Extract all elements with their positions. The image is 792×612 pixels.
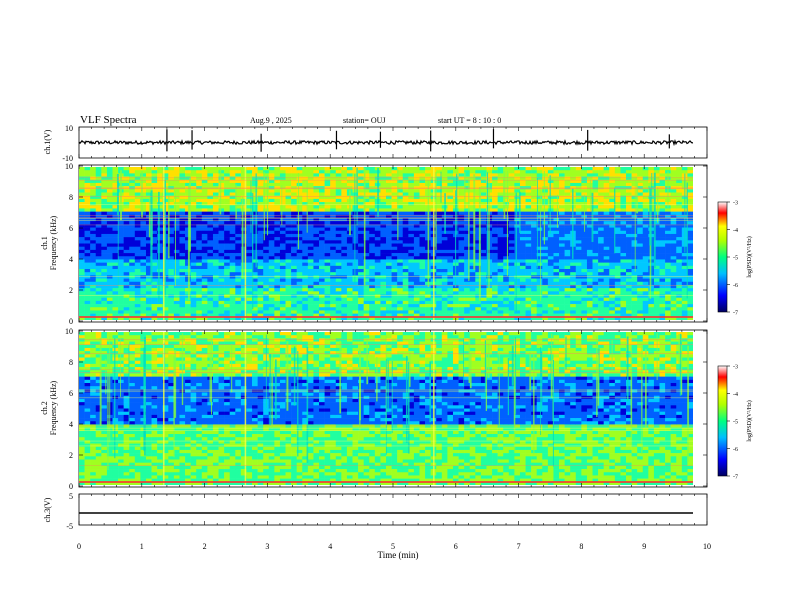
colorbar-tick-label: -7: [733, 311, 738, 317]
spec-ytick-label: 6: [69, 224, 73, 233]
ch3-waveform-panel: 5 -5 ch.3(V): [43, 492, 708, 531]
ch2-spec-ylabel-line1: ch.2: [40, 401, 49, 415]
spec-ytick-label: 0: [69, 482, 73, 491]
spec-ytick-label: 0: [69, 317, 73, 326]
start-time-label: start UT = 8 : 10 : 0: [438, 116, 501, 125]
ch1-colorbar: [717, 201, 728, 313]
colorbar-tick-label: -3: [733, 201, 738, 207]
x-tick-label: 1: [140, 542, 144, 551]
ch1-spec-yticks: 0 2 4 6 8 10: [65, 162, 707, 326]
colorbar-tick-label: -4: [733, 392, 738, 398]
spec-ytick-label: 6: [69, 389, 73, 398]
ch2-colorbar-ticks: -3 -4 -5 -6 -7: [727, 365, 738, 481]
ch1-waveform-panel: 10 -10 ch.1(V): [43, 124, 708, 163]
x-tick-label: 10: [703, 542, 711, 551]
ch1-spectrogram-image: [79, 167, 693, 320]
ch1-waveform-trace: [78, 139, 694, 147]
spec-ytick-label: 2: [69, 451, 73, 460]
ch3-ylabel: ch.3(V): [43, 497, 52, 522]
ch3-ytick-bottom: -5: [66, 522, 73, 531]
colorbar-tick-label: -3: [733, 365, 738, 371]
ch2-colorbar-label: log(PSD)(V²/Hz): [746, 400, 753, 441]
spec-ytick-label: 10: [65, 162, 73, 171]
spec-ytick-label: 8: [69, 193, 73, 202]
x-tick-label: 5: [391, 542, 395, 551]
colorbar-tick-label: -5: [733, 420, 738, 426]
spec-ytick-label: 8: [69, 358, 73, 367]
x-axis-tick-labels: 0 1 2 3 4 5 6 7 8 9 10: [77, 542, 711, 551]
x-tick-label: 4: [328, 542, 332, 551]
ch1-spec-ylabel-line1: ch.1: [40, 236, 49, 250]
spec-ytick-label: 4: [69, 420, 73, 429]
x-axis-label: Time (min): [378, 550, 419, 560]
figure-title: VLF Spectra: [80, 114, 137, 126]
x-tick-label: 3: [265, 542, 269, 551]
colorbar-tick-label: -5: [733, 256, 738, 262]
spec-ytick-label: 4: [69, 255, 73, 264]
x-tick-label: 8: [579, 542, 583, 551]
ch1-ytick-bottom: -10: [62, 154, 73, 163]
x-tick-label: 7: [517, 542, 521, 551]
ch2-colorbar: [717, 365, 728, 477]
x-tick-label: 6: [454, 542, 458, 551]
ch1-colorbar-label: log(PSD)(V²/Hz): [746, 236, 753, 277]
ch3-ytick-top: 5: [69, 492, 73, 501]
ch2-spec-ylabel-line2: Frequency (kHz): [49, 380, 58, 435]
x-tick-label: 0: [77, 542, 81, 551]
spec-ytick-label: 10: [65, 327, 73, 336]
x-tick-label: 9: [642, 542, 646, 551]
station-label: station= OUJ: [343, 116, 386, 125]
date-label: Aug.9 , 2025: [250, 116, 292, 125]
ch1-spec-ylabel-line2: Frequency (kHz): [49, 215, 58, 270]
ch2-spectrogram-image: [79, 332, 693, 485]
colorbar-tick-label: -6: [733, 283, 738, 289]
ch1-ylabel: ch.1(V): [43, 129, 52, 154]
ch2-spec-yticks: 0 2 4 6 8 10: [65, 327, 707, 491]
ch1-ytick-top: 10: [65, 124, 73, 133]
x-tick-label: 2: [203, 542, 207, 551]
ch1-colorbar-ticks: -3 -4 -5 -6 -7: [727, 201, 738, 317]
colorbar-tick-label: -7: [733, 475, 738, 481]
spec-ytick-label: 2: [69, 286, 73, 295]
ch1-spikes: [166, 129, 670, 152]
colorbar-tick-label: -6: [733, 447, 738, 453]
colorbar-tick-label: -4: [733, 228, 738, 234]
